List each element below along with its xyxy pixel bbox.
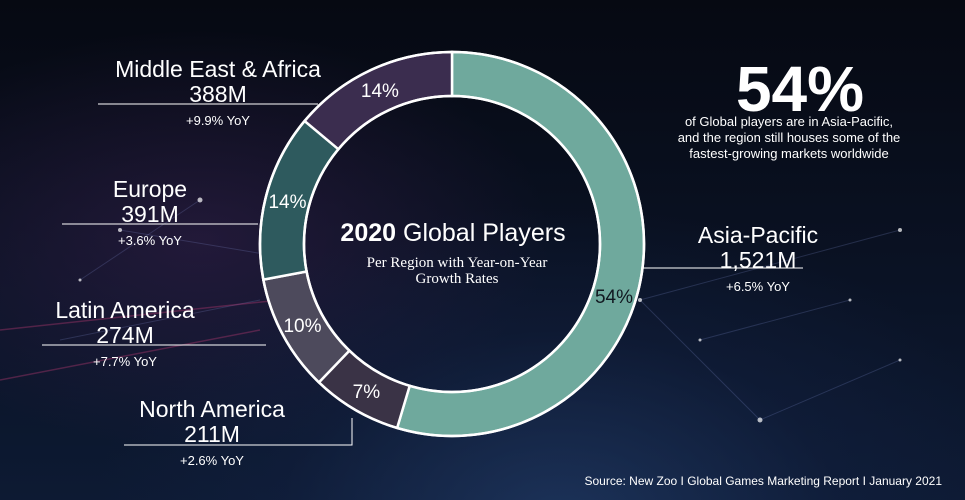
- region-players: 274M: [96, 322, 154, 348]
- label-north-america: North America 211M +2.6% YoY: [112, 397, 312, 469]
- callout-percent: 54%: [735, 53, 865, 125]
- region-players: 1,521M: [719, 247, 797, 273]
- region-yoy: +2.6% YoY: [180, 453, 244, 468]
- label-asia-pacific: Asia-Pacific 1,521M +6.5% YoY: [670, 223, 846, 295]
- region-yoy: +3.6% YoY: [118, 233, 182, 248]
- callout-line-2: and the region still houses some of the: [677, 130, 901, 145]
- callout-line-1: of Global players are in Asia-Pacific,: [684, 114, 894, 129]
- region-name: Middle East & Africa: [115, 56, 321, 82]
- region-yoy: +7.7% YoY: [93, 354, 157, 369]
- leader-lines: [42, 103, 803, 446]
- label-europe: Europe 391M +3.6% YoY: [74, 177, 226, 249]
- slice-label-latin-america: 10%: [283, 316, 321, 337]
- slice-label-asia-pacific: 54%: [595, 287, 633, 308]
- source-footer: Source: New Zoo I Global Games Marketing…: [584, 474, 942, 488]
- region-players: 391M: [121, 201, 179, 227]
- leader-line-north-america: [124, 418, 353, 446]
- label-middle-east-africa: Middle East & Africa 388M +9.9% YoY: [92, 57, 344, 129]
- label-latin-america: Latin America 274M +7.7% YoY: [32, 298, 218, 370]
- region-players: 388M: [189, 81, 247, 107]
- callout-line-3: fastest-growing markets worldwide: [689, 146, 889, 161]
- region-yoy: +9.9% YoY: [186, 113, 250, 128]
- region-name: North America: [139, 396, 285, 422]
- slice-label-europe: 14%: [268, 192, 306, 213]
- region-name: Asia-Pacific: [697, 222, 819, 248]
- chart-subtitle: Per Region with Year-on-Year Growth Rate…: [316, 255, 598, 287]
- slice-label-middle-east-africa: 14%: [361, 81, 399, 102]
- donut-inner-ring: [302, 94, 602, 394]
- region-name: Europe: [112, 176, 188, 202]
- region-yoy: +6.5% YoY: [726, 279, 790, 294]
- slice-label-north-america: 7%: [353, 382, 381, 403]
- donut-outer-ring: [258, 50, 646, 438]
- callout-text: of Global players are in Asia-Pacific, a…: [643, 114, 935, 162]
- region-players: 211M: [184, 421, 240, 447]
- chart-title: 2020 Global Players: [340, 219, 566, 247]
- subtitle-line-2: Growth Rates: [415, 271, 499, 287]
- region-name: Latin America: [55, 297, 195, 323]
- subtitle-line-1: Per Region with Year-on-Year: [366, 255, 548, 271]
